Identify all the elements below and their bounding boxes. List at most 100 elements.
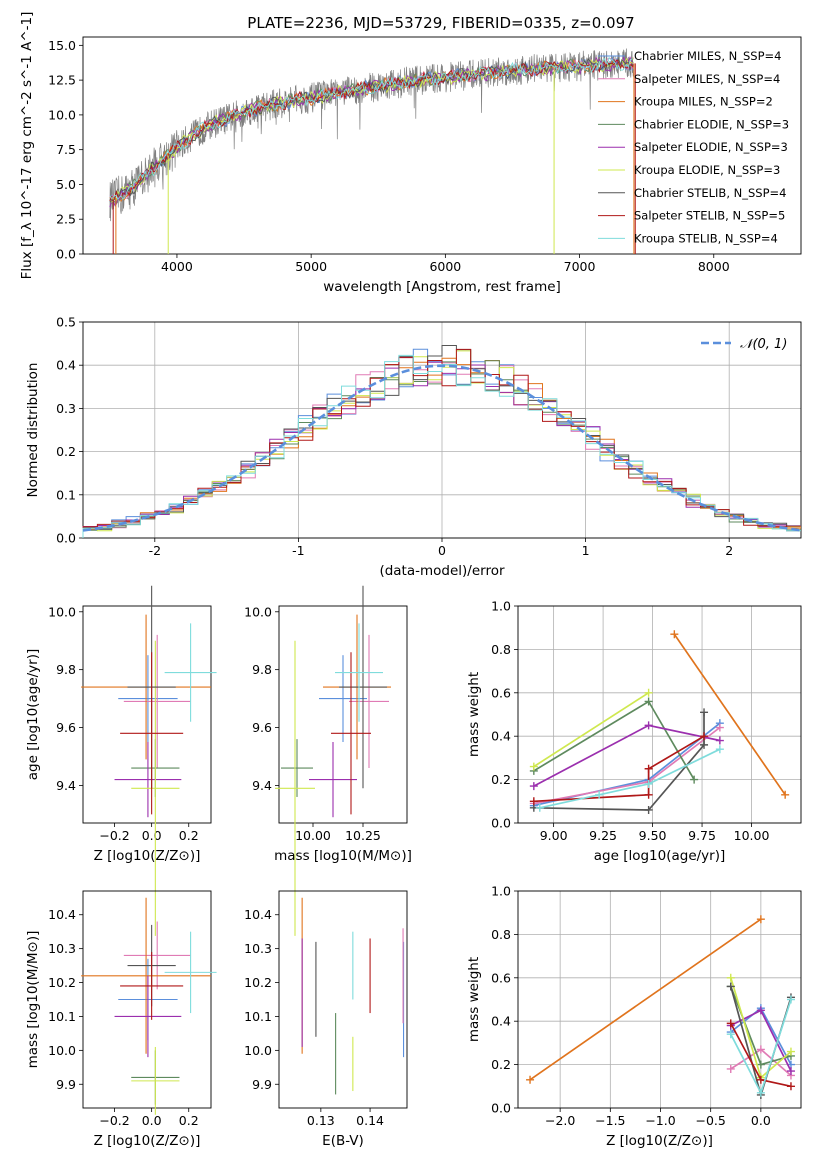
y-tick-label: 0.0 [491,816,511,831]
y-tick-label: 9.6 [56,720,76,735]
x-tick-label: −1.0 [645,1113,675,1128]
age-vs-mass-panel: 10.00 10.25 9.4 9.6 9.8 10.0 mass [log10(M/M⊙)… [244,585,412,936]
weight-marker-salpeter-elodie [529,782,538,791]
weight-marker-salpeter-stelib [644,790,653,799]
y-tick-label: 0.8 [491,642,511,657]
weight-marker-kroupa-stelib [715,745,724,754]
axes-frame [517,890,802,1109]
weight-marker-kroupa-miles [781,790,790,799]
x-tick-label: 9.00 [540,828,568,843]
y-axis-label: mass weight [466,957,482,1042]
figure-title: PLATE=2236, MJD=53729, FIBERID=0335, z=0… [247,14,634,32]
x-tick-label: −0.2 [99,1113,129,1128]
y-tick-label: 0.4 [56,358,76,373]
weight-marker-chabrier-stelib [726,982,735,991]
residual-histogram-panel: -2 -1 0 1 2 0.0 0.1 0.2 0.3 0.4 0.5 (data-model)/er… [25,315,802,579]
legend-label-salpeter-elodie: Salpeter ELODIE, N_SSP=3 [634,140,788,154]
y-axis-label: mass [log10(M/M⊙)] [25,931,41,1069]
y-tick-label: 10.1 [244,1009,272,1024]
weight-marker-chabrier-stelib [700,708,709,717]
x-tick-label: 9.50 [639,828,667,843]
y-axis-label: Flux [f_λ 10^-17 erg cm^-2 s^-1 A^-1] [19,12,35,280]
weight-marker-salpeter-miles [756,1045,765,1054]
x-axis-label: mass [log10(M/M⊙)] [274,848,412,864]
x-axis-label: E(B-V) [322,1133,364,1149]
x-tick-label: -2 [149,543,161,558]
y-tick-label: 0.0 [491,1101,511,1116]
y-tick-label: 9.9 [56,1077,76,1092]
y-tick-label: 0.2 [491,772,511,787]
axes-frame [278,890,408,1109]
legend-label-salpeter-stelib: Salpeter STELIB, N_SSP=5 [634,209,785,223]
x-axis-label: Z [log10(Z/Z⊙)] [94,1133,201,1149]
x-tick-label: 7000 [564,259,596,274]
x-tick-label: 0.0 [142,828,162,843]
weight-marker-chabrier-stelib [644,805,653,814]
y-tick-label: 0.2 [56,444,76,459]
weight-marker-kroupa-elodie [644,688,653,697]
weight-marker-kroupa-stelib [644,779,653,788]
weight-marker-kroupa-stelib [726,1030,735,1039]
spectrum-legend: Chabrier MILES, N_SSP=4 Salpeter MILES, N… [598,49,789,245]
x-axis-label: (data-model)/error [379,563,505,579]
x-tick-label: 4000 [161,259,193,274]
y-tick-label: 0.6 [491,685,511,700]
weight-line-kroupa-miles [673,633,786,796]
x-tick-label: 10.00 [734,828,770,843]
weight-marker-salpeter-elodie [786,1067,795,1076]
weight-marker-salpeter-stelib [529,797,538,806]
weight-marker-kroupa-miles [526,1075,535,1084]
x-tick-label: 0.2 [179,1113,199,1128]
weight-marker-salpeter-stelib [756,1075,765,1084]
weight-line-kroupa-miles [529,918,762,1081]
weight-marker-kroupa-stelib [756,1088,765,1097]
y-tick-label: 7.5 [56,142,76,157]
y-tick-label: 9.8 [56,662,76,677]
weight-marker-salpeter-elodie [715,736,724,745]
model-fit-line-chabrier-stelib [109,57,634,203]
y-tick-label: 9.6 [252,720,272,735]
legend-label-normal: 𝒩(0, 1) [740,337,787,352]
weight-marker-salpeter-miles [715,723,724,732]
axes-frame [82,890,212,1109]
x-tick-label: 0 [438,543,446,558]
histogram-kroupa-stelib [82,354,801,538]
weight-marker-salpeter-stelib [786,1082,795,1091]
age-vs-metallicity-panel: −0.2 0.0 0.2 9.4 9.6 9.8 10.0 Z [log10(Z/Z⊙)] ag… [25,585,217,936]
y-tick-label: 2.5 [56,212,76,227]
weight-marker-chabrier-stelib [700,740,709,749]
axes-frame [82,605,212,824]
y-tick-label: 5.0 [56,177,76,192]
y-tick-label: 0.4 [491,1014,511,1029]
weight-line-kroupa-elodie [533,692,650,768]
x-axis-label: Z [log10(Z/Z⊙)] [606,1133,713,1149]
x-tick-label: 9.25 [589,828,617,843]
x-tick-label: 5000 [295,259,327,274]
y-tick-label: 9.8 [252,662,272,677]
weight-marker-salpeter-elodie [644,721,653,730]
y-tick-label: 10.4 [244,907,272,922]
x-tick-label: −2.0 [545,1113,575,1128]
y-tick-label: 0.0 [56,247,76,262]
axes-frame [278,605,408,824]
legend-label-salpeter-miles: Salpeter MILES, N_SSP=4 [634,72,780,86]
y-tick-label: 9.9 [252,1077,272,1092]
weight-marker-salpeter-elodie [756,1006,765,1015]
y-tick-label: 1.0 [491,599,511,614]
y-tick-label: 12.5 [48,73,76,88]
weight-marker-chabrier-elodie [690,775,699,784]
x-tick-label: −0.5 [696,1113,726,1128]
x-tick-label: 0.14 [356,1113,384,1128]
mass-vs-ebv-panel: 0.13 0.14 9.9 10.0 10.1 10.2 10.3 10.4 E(B-V) [244,890,408,1149]
y-tick-label: 0.0 [56,531,76,546]
model-fit-line-kroupa-stelib [109,56,634,201]
weight-marker-salpeter-stelib [726,1019,735,1028]
y-tick-label: 10.2 [48,975,76,990]
legend-label-chabrier-stelib: Chabrier STELIB, N_SSP=4 [634,186,786,200]
weight-marker-salpeter-stelib [700,732,709,741]
y-tick-label: 0.1 [56,487,76,502]
legend-label-kroupa-stelib: Kroupa STELIB, N_SSP=4 [634,231,778,245]
weight-marker-salpeter-stelib [644,764,653,773]
weight-marker-kroupa-elodie [726,973,735,982]
x-axis-label: Z [log10(Z/Z⊙)] [94,848,201,864]
